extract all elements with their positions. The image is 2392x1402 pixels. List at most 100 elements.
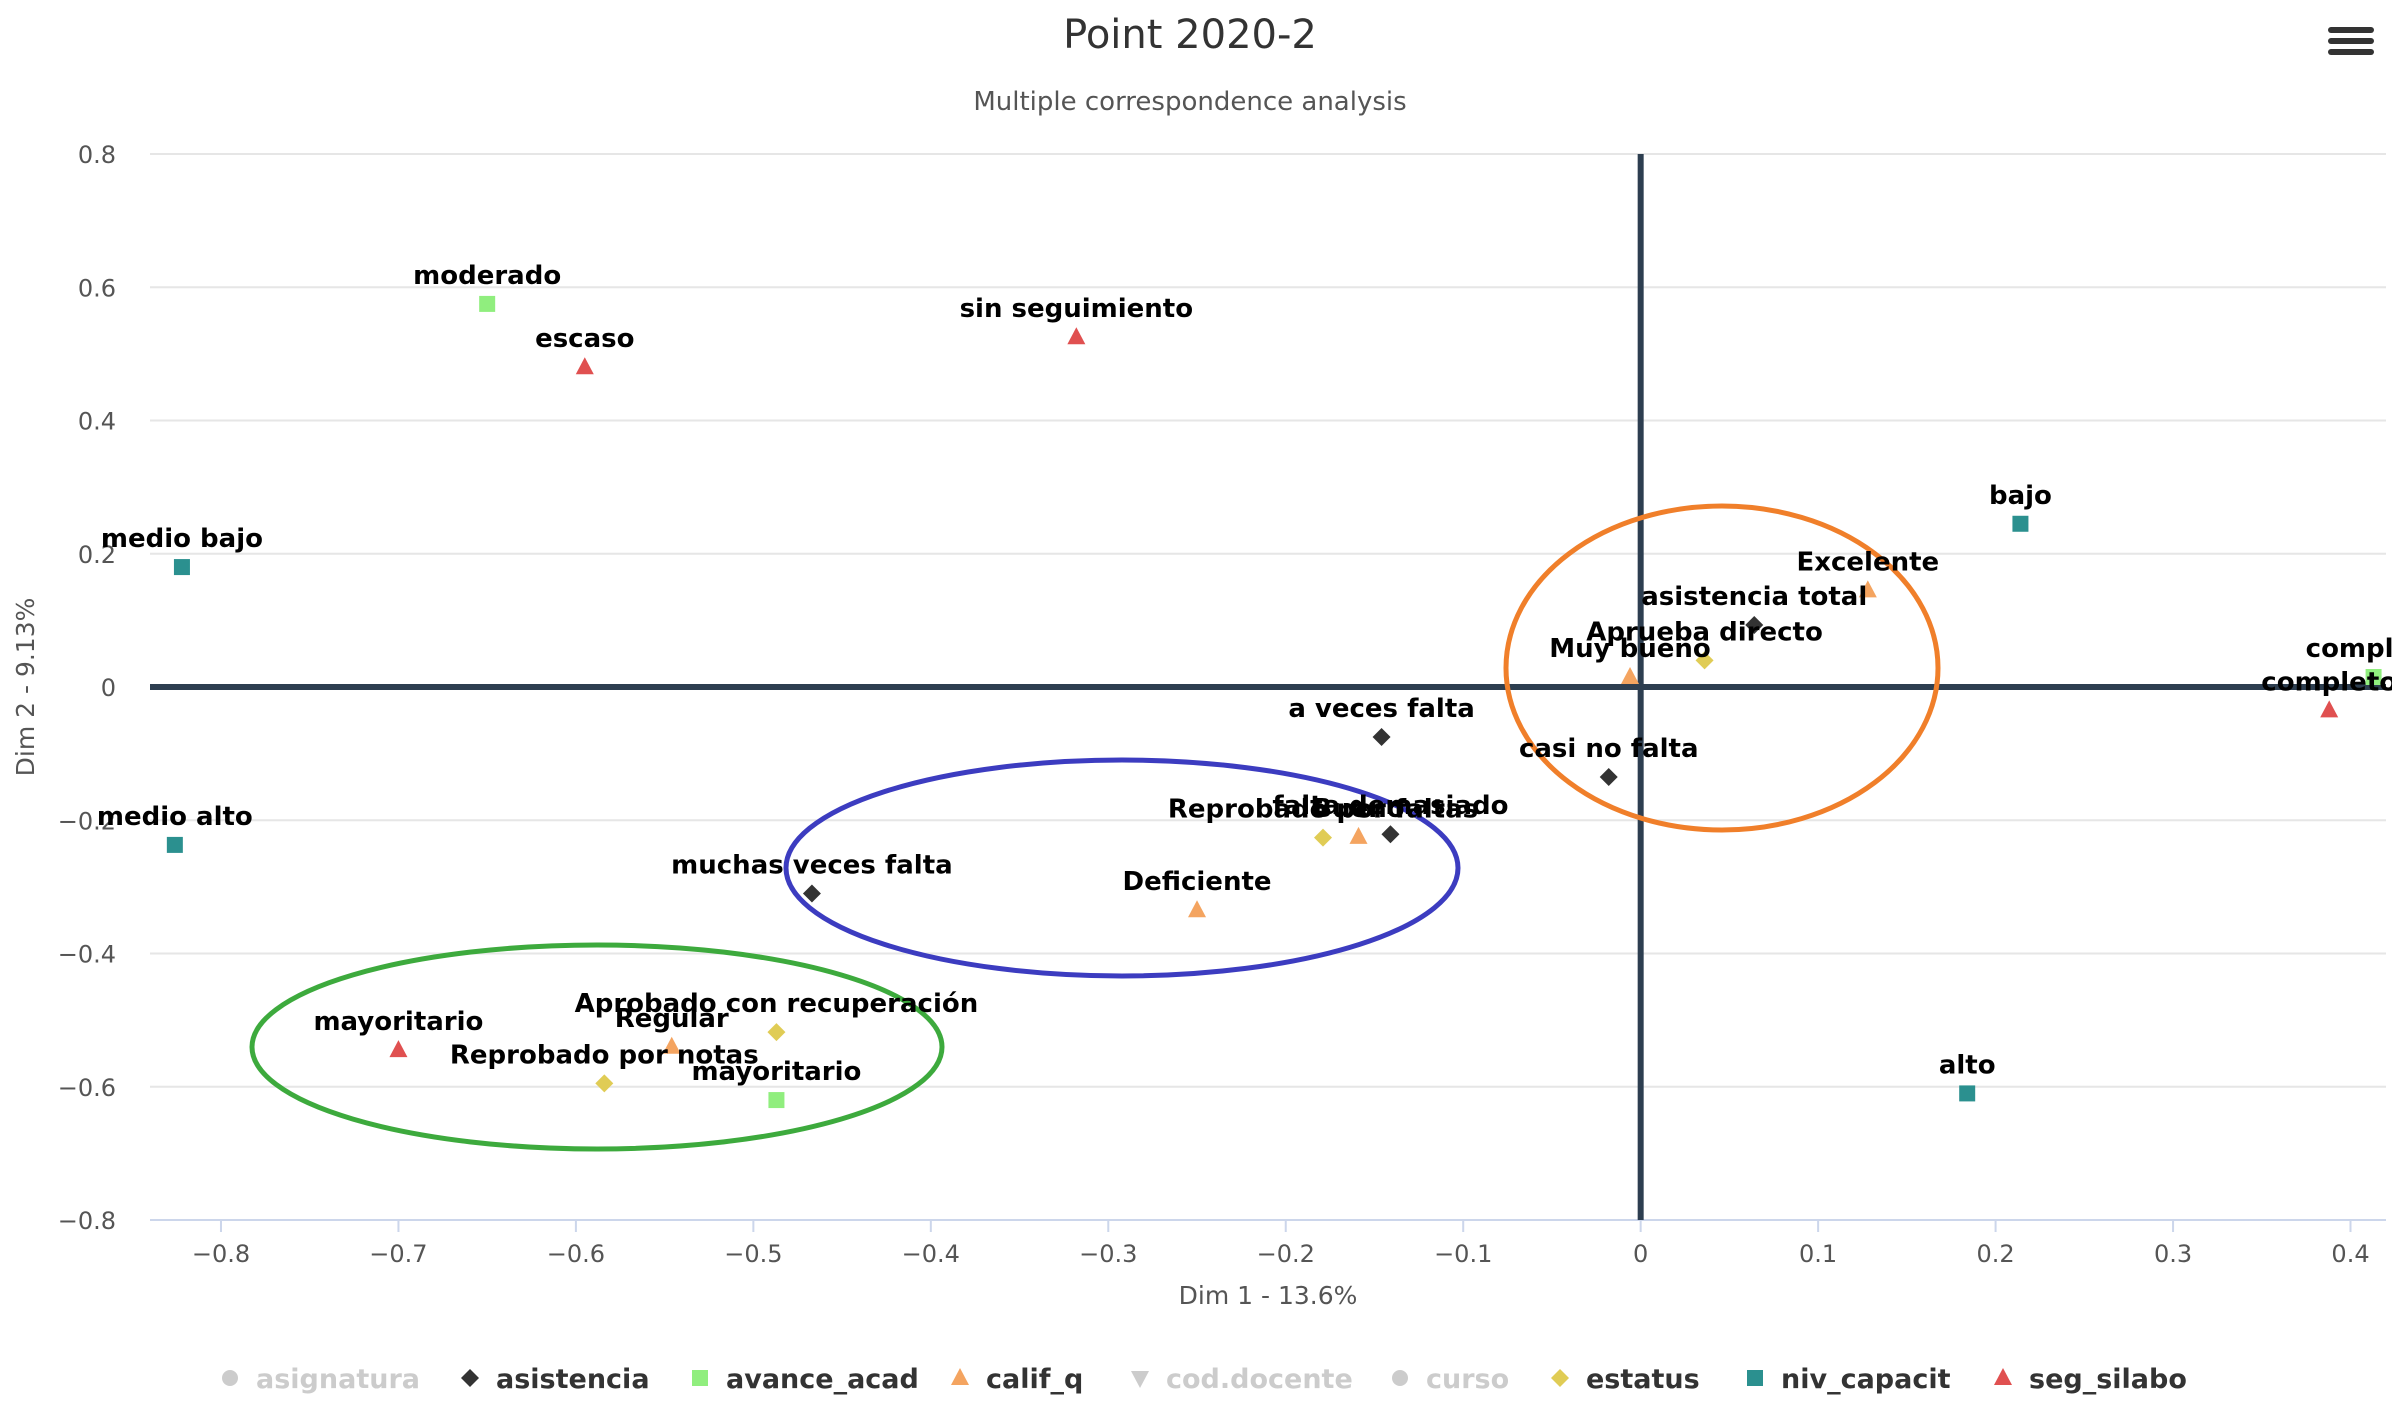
data-label: Excelente — [1796, 547, 1939, 577]
legend-marker-avance_acad — [692, 1370, 708, 1386]
data-point-calif_q — [1621, 667, 1640, 685]
data-point-seg_silabo — [389, 1040, 408, 1058]
legend-marker-cod.docente — [1131, 1371, 1149, 1388]
blue-cluster-ellipse — [783, 757, 1461, 979]
legend-label-calif_q: calif_q — [986, 1364, 1083, 1395]
legend-label-estatus: estatus — [1586, 1364, 1700, 1395]
y-tick-label: 0.8 — [78, 141, 116, 169]
x-tick-label: 0 — [1633, 1240, 1648, 1268]
x-tick-label: −0.4 — [902, 1240, 960, 1268]
data-label: escaso — [535, 324, 634, 354]
x-tick-label: 0.4 — [2331, 1240, 2369, 1268]
data-point-niv_capacit — [166, 836, 183, 853]
y-tick-label: −0.6 — [58, 1074, 116, 1102]
legend-marker-seg_silabo — [1994, 1368, 2012, 1385]
data-point-asistencia — [802, 884, 821, 903]
data-label: Reprobado por notas — [450, 1040, 759, 1070]
data-label: a veces falta — [1288, 694, 1475, 724]
legend-marker-asignatura — [222, 1370, 238, 1386]
data-point-avance_acad — [768, 1092, 785, 1109]
data-point-estatus — [767, 1023, 786, 1042]
legend-label-curso: curso — [1426, 1364, 1509, 1395]
data-label: medio bajo — [101, 524, 263, 554]
chart-title: Point 2020-2 — [1063, 12, 1317, 58]
data-point-calif_q — [1349, 826, 1368, 844]
data-label: moderado — [413, 261, 561, 291]
data-point-avance_acad — [479, 295, 496, 312]
data-point-niv_capacit — [2012, 515, 2029, 532]
data-label: medio alto — [97, 802, 253, 832]
data-label: Reprobado por faltas — [1168, 795, 1478, 825]
legend: asignatura asistencia avance_acad calif_q co… — [222, 1364, 2187, 1395]
legend-label-asistencia: asistencia — [496, 1364, 650, 1395]
y-tick-label: −0.8 — [58, 1207, 116, 1235]
legend-label-avance_acad: avance_acad — [726, 1364, 919, 1395]
data-point-niv_capacit — [173, 559, 190, 576]
data-point-asistencia — [1745, 616, 1764, 635]
point-labels: asistencia total a veces falta casi no fal… — [97, 261, 2392, 1087]
x-tick-label: 0.3 — [2154, 1240, 2192, 1268]
data-label: completo — [2261, 667, 2392, 697]
highlight-ellipses — [249, 503, 1941, 1152]
data-label: bajo — [1989, 481, 2052, 511]
data-label: mayoritario — [313, 1007, 483, 1037]
data-label: alto — [1939, 1050, 1996, 1080]
data-label: Bueno — [1312, 794, 1404, 824]
y-tick-label: −0.4 — [58, 941, 116, 969]
x-tick-label: −0.7 — [369, 1240, 427, 1268]
data-label: casi no falta — [1519, 734, 1699, 764]
data-label: completo — [2306, 634, 2392, 664]
data-point-calif_q — [1188, 900, 1207, 918]
data-point-calif_q — [1858, 580, 1877, 598]
legend-marker-estatus — [1551, 1369, 1569, 1387]
data-label: sin seguimiento — [960, 294, 1194, 324]
x-tick-label: −0.6 — [547, 1240, 605, 1268]
legend-marker-curso — [1392, 1370, 1408, 1386]
data-label: Muy bueno — [1549, 634, 1711, 664]
data-label: asistencia total — [1641, 582, 1867, 612]
data-label: Regular — [615, 1004, 729, 1034]
data-points — [166, 295, 2382, 1109]
data-point-asistencia — [1372, 727, 1391, 746]
y-tick-label: −0.2 — [58, 807, 116, 835]
x-tick-label: 0.1 — [1799, 1240, 1837, 1268]
data-point-calif_q — [662, 1036, 681, 1054]
data-point-estatus — [1695, 651, 1714, 670]
data-label: Aprueba directo — [1586, 617, 1823, 647]
data-point-niv_capacit — [1959, 1085, 1976, 1102]
zero-axes — [150, 154, 2386, 1220]
data-point-estatus — [1314, 828, 1333, 847]
legend-label-asignatura: asignatura — [256, 1364, 420, 1395]
data-point-seg_silabo — [575, 357, 594, 375]
y-tick-label: 0.4 — [78, 408, 116, 436]
green-cluster-ellipse — [249, 942, 945, 1152]
legend-marker-niv_capacit — [1747, 1370, 1763, 1386]
legend-label-niv_capacit: niv_capacit — [1781, 1364, 1951, 1395]
legend-marker-asistencia — [461, 1369, 479, 1387]
x-tick-label: −0.3 — [1079, 1240, 1137, 1268]
y-axis-title: Dim 2 - 9.13% — [11, 598, 40, 777]
x-tick-label: 0.2 — [1977, 1240, 2015, 1268]
y-tick-label: 0.2 — [78, 541, 116, 569]
data-label: mayoritario — [691, 1057, 861, 1087]
data-label: Aprobado con recuperación — [575, 989, 979, 1019]
chart-subtitle: Multiple correspondence analysis — [973, 87, 1406, 117]
y-tick-label: 0.6 — [78, 274, 116, 302]
x-tick-label: −0.5 — [724, 1240, 782, 1268]
hamburger-menu-icon[interactable] — [2328, 22, 2374, 62]
tick-labels: 0.8 0.6 0.4 0.2 0 −0.2 −0.4 −0.6 −0.8 −0.8 −0.7 −0.… — [58, 141, 2370, 1268]
data-label: falta demasiado — [1272, 791, 1508, 821]
legend-marker-calif_q — [951, 1368, 969, 1385]
data-point-avance_acad — [2365, 669, 2382, 686]
legend-label-cod.docente: cod.docente — [1166, 1364, 1353, 1395]
x-axis-title: Dim 1 - 13.6% — [1179, 1281, 1358, 1310]
legend-label-seg_silabo: seg_silabo — [2029, 1364, 2187, 1395]
data-point-seg_silabo — [2320, 700, 2339, 718]
orange-cluster-ellipse — [1503, 503, 1941, 833]
x-tick-label: −0.1 — [1434, 1240, 1492, 1268]
data-point-asistencia — [1381, 825, 1400, 844]
data-label: muchas veces falta — [671, 851, 953, 881]
data-point-asistencia — [1599, 767, 1618, 786]
y-tick-label: 0 — [101, 674, 116, 702]
